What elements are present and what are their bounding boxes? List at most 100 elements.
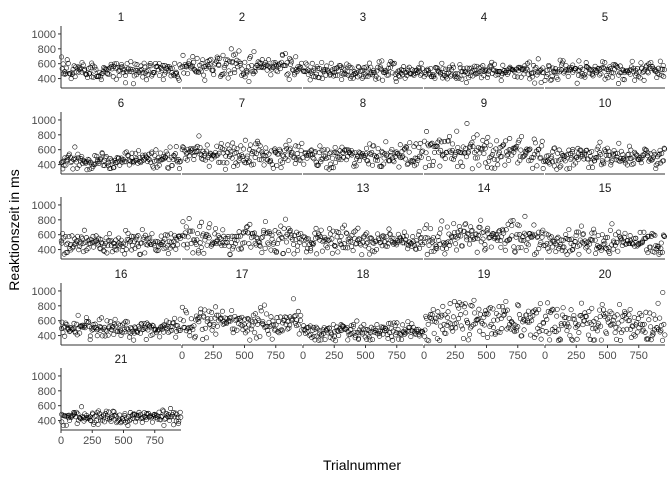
- data-point: [454, 128, 460, 134]
- data-point: [236, 153, 242, 159]
- data-point: [558, 67, 564, 73]
- data-point: [317, 71, 323, 77]
- data-point: [59, 319, 65, 325]
- data-point: [149, 322, 155, 328]
- data-point: [279, 235, 285, 241]
- data-point: [133, 236, 139, 242]
- data-point: [560, 58, 566, 64]
- data-point: [251, 161, 257, 167]
- data-point: [570, 146, 576, 152]
- data-point: [188, 228, 194, 234]
- data-point: [112, 316, 118, 322]
- data-point: [574, 336, 580, 342]
- data-point: [212, 315, 218, 321]
- data-point: [104, 250, 110, 256]
- data-point: [149, 419, 155, 425]
- data-point: [582, 152, 588, 158]
- data-point: [197, 240, 203, 246]
- data-point: [104, 318, 110, 324]
- data-point: [489, 165, 495, 171]
- data-point: [287, 322, 293, 328]
- data-point: [533, 332, 539, 338]
- data-point: [496, 304, 502, 310]
- data-point: [244, 153, 250, 159]
- data-point: [287, 228, 293, 233]
- data-point: [157, 150, 163, 156]
- data-point: [191, 237, 197, 243]
- data-point: [634, 329, 640, 335]
- data-point: [297, 239, 303, 245]
- data-point: [313, 225, 319, 231]
- data-point: [341, 72, 347, 77]
- data-point: [229, 246, 235, 252]
- data-point: [313, 324, 319, 330]
- data-point: [516, 223, 522, 229]
- data-point: [478, 239, 484, 245]
- panel-label: 5: [602, 12, 608, 24]
- data-point: [283, 314, 289, 320]
- data-point: [459, 76, 465, 82]
- data-point: [536, 307, 542, 313]
- data-point: [617, 301, 622, 307]
- data-point: [512, 73, 518, 79]
- data-point: [315, 162, 321, 168]
- data-point: [620, 156, 626, 162]
- data-point: [607, 227, 613, 233]
- data-point: [589, 305, 595, 311]
- data-point: [73, 156, 79, 162]
- data-point: [319, 248, 325, 254]
- data-point: [63, 65, 69, 71]
- data-point: [161, 71, 167, 77]
- data-point: [307, 323, 313, 329]
- data-point: [295, 64, 301, 70]
- data-point: [193, 69, 199, 75]
- data-point: [572, 238, 578, 244]
- data-point: [456, 224, 462, 230]
- data-point: [226, 68, 232, 74]
- data-point: [432, 150, 438, 156]
- data-point: [149, 149, 155, 155]
- data-point: [423, 71, 429, 77]
- data-point: [399, 336, 405, 342]
- data-point: [471, 297, 477, 303]
- data-point: [345, 72, 351, 78]
- data-point: [77, 65, 83, 70]
- data-point: [396, 164, 402, 170]
- data-point: [196, 133, 202, 139]
- data-point: [268, 72, 274, 78]
- data-point: [593, 250, 599, 256]
- data-point: [536, 245, 542, 251]
- data-point: [291, 314, 297, 320]
- data-point: [544, 67, 550, 73]
- data-point: [638, 160, 644, 166]
- data-point: [125, 326, 131, 332]
- data-point: [303, 237, 309, 243]
- data-point: [609, 221, 615, 227]
- data-point: [438, 71, 443, 77]
- data-point: [424, 222, 430, 228]
- data-point: [261, 230, 267, 236]
- data-point: [197, 145, 203, 151]
- data-point: [132, 61, 138, 67]
- data-point: [444, 246, 450, 252]
- data-point: [216, 63, 222, 68]
- data-point: [525, 71, 531, 77]
- data-point: [177, 409, 183, 415]
- y-tick-label: 800: [38, 301, 56, 313]
- data-point: [61, 251, 67, 257]
- data-point: [167, 65, 173, 71]
- data-point: [240, 240, 246, 246]
- data-point: [270, 318, 276, 324]
- data-point: [659, 249, 665, 255]
- data-point: [556, 327, 562, 333]
- data-point: [71, 325, 76, 331]
- data-point: [451, 221, 457, 227]
- data-point: [613, 151, 618, 157]
- data-point: [431, 144, 437, 150]
- data-point: [571, 312, 577, 318]
- data-point: [423, 67, 429, 73]
- panel-label: 15: [599, 183, 612, 195]
- data-point: [418, 60, 424, 66]
- data-point: [180, 219, 186, 225]
- data-point: [424, 129, 430, 134]
